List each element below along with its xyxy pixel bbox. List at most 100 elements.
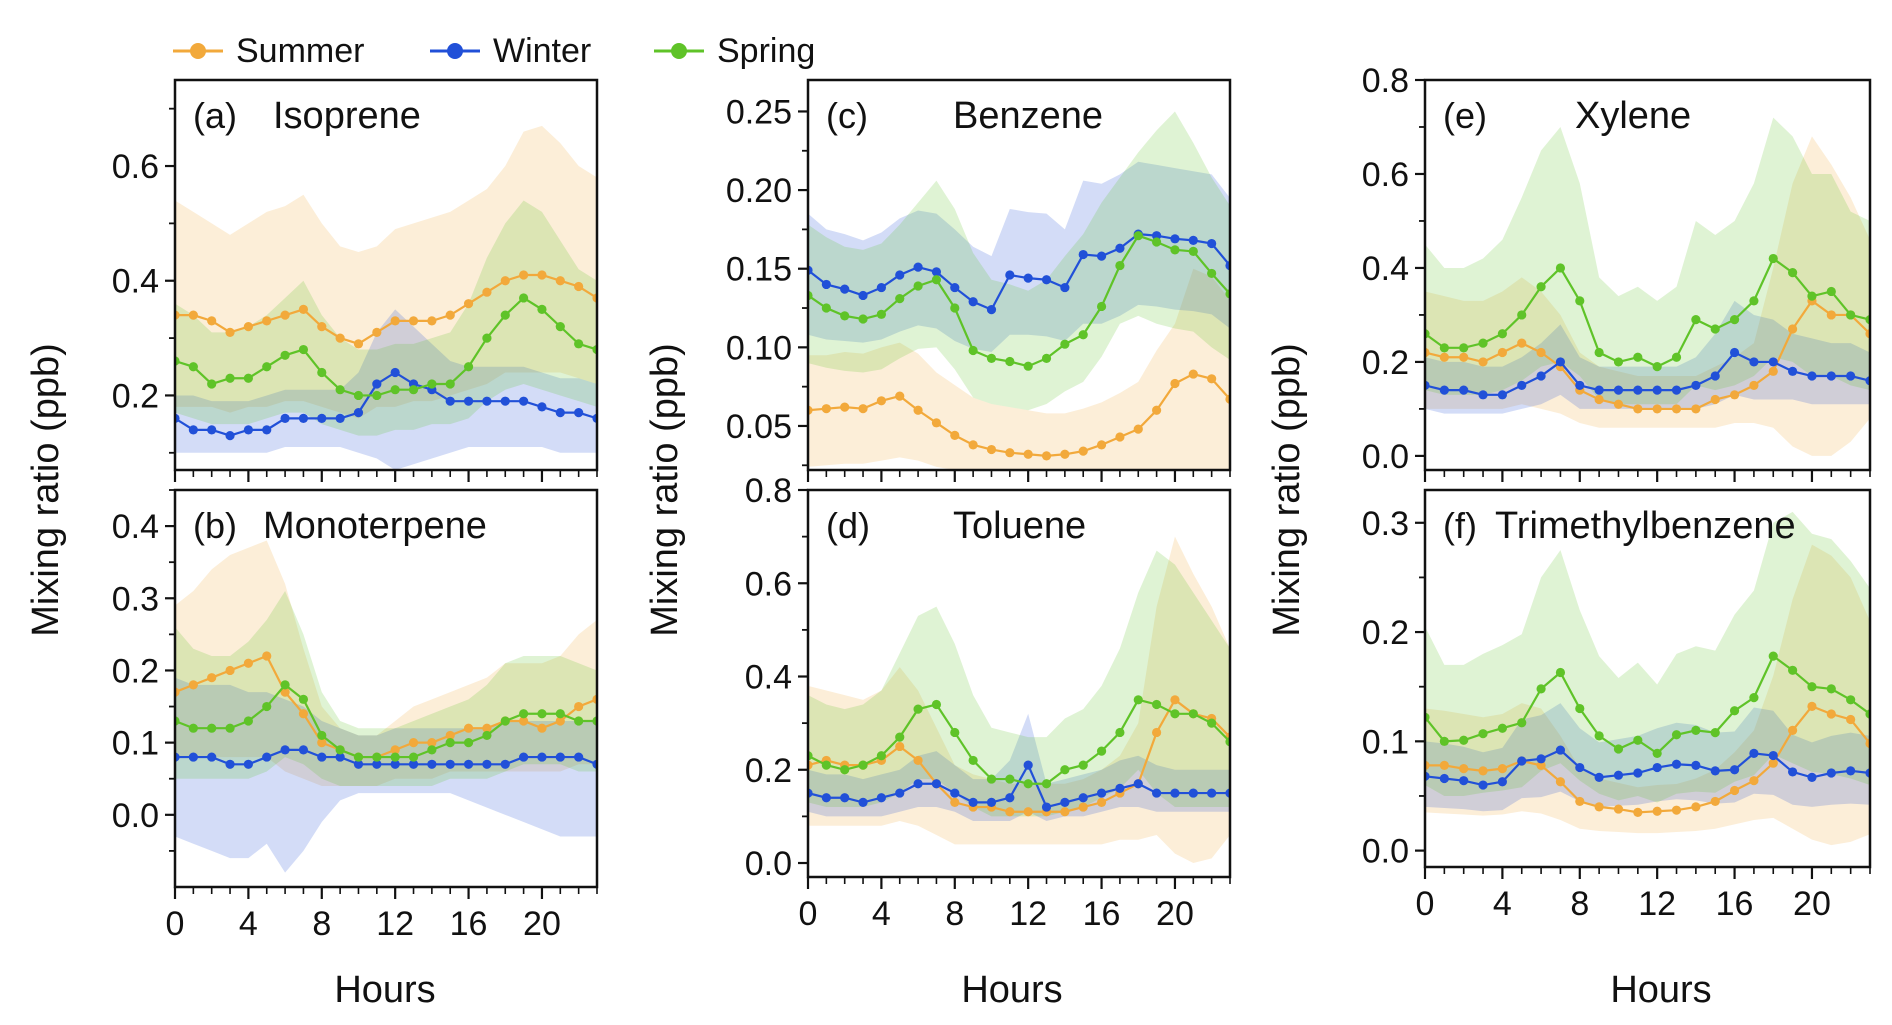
data-point-summer	[1846, 714, 1856, 725]
data-point-summer	[574, 281, 584, 292]
y-axis-label-col2: Mixing ratio (ppb)	[644, 343, 686, 637]
data-point-winter	[298, 413, 309, 423]
data-point-spring	[1729, 706, 1740, 716]
data-point-summer	[445, 730, 455, 741]
data-point-winter	[895, 270, 905, 280]
data-point-winter	[986, 304, 997, 315]
data-point-winter	[858, 290, 868, 301]
data-point-summer	[519, 716, 529, 726]
x-tick-label: 16	[450, 905, 488, 943]
x-tick-label: 4	[1493, 885, 1512, 923]
data-point-summer	[1788, 324, 1798, 334]
data-point-summer	[207, 316, 217, 326]
data-point-summer	[895, 741, 905, 752]
data-point-spring	[1788, 665, 1798, 675]
data-point-summer	[986, 444, 997, 455]
panel-letter: (c)	[826, 95, 868, 136]
legend-label: Summer	[236, 32, 364, 70]
data-point-winter	[1633, 768, 1643, 778]
data-point-spring	[1633, 352, 1643, 362]
data-point-winter	[1846, 766, 1856, 776]
data-point-summer	[482, 723, 492, 733]
data-point-spring	[353, 752, 364, 762]
data-point-spring	[445, 738, 455, 748]
data-point-spring	[913, 704, 923, 714]
data-point-spring	[1555, 263, 1566, 273]
data-point-spring	[390, 385, 400, 395]
data-point-summer	[876, 396, 886, 406]
y-tick-label: 0.05	[726, 408, 792, 446]
data-point-spring	[537, 709, 547, 719]
y-tick-label: 0.3	[112, 580, 159, 618]
data-point-winter	[821, 279, 831, 290]
data-point-spring	[1710, 324, 1720, 334]
data-point-winter	[555, 408, 565, 418]
data-point-summer	[1671, 805, 1682, 815]
data-point-summer	[1041, 451, 1052, 461]
data-point-spring	[188, 362, 198, 372]
data-point-summer	[1671, 404, 1682, 414]
data-point-winter	[1188, 235, 1198, 246]
panel-title: Isoprene	[273, 95, 421, 137]
data-point-summer	[243, 322, 253, 332]
data-point-winter	[1207, 788, 1217, 798]
x-tick-label: 0	[166, 905, 185, 943]
data-point-summer	[895, 391, 905, 401]
data-point-summer	[298, 304, 309, 315]
data-point-winter	[500, 396, 510, 406]
data-point-spring	[1788, 268, 1798, 278]
data-point-spring	[1207, 718, 1217, 728]
data-point-winter	[1517, 380, 1527, 391]
data-point-spring	[1652, 748, 1662, 758]
data-point-summer	[463, 299, 474, 309]
data-point-winter	[445, 759, 455, 769]
data-point-summer	[482, 287, 492, 297]
data-point-winter	[390, 367, 400, 378]
data-point-winter	[1115, 783, 1125, 794]
data-point-summer	[317, 322, 327, 332]
data-point-summer	[1594, 394, 1604, 405]
data-point-winter	[335, 413, 345, 423]
panel-trimethylbenzene: 0.0 0.1 0.2 0.3 0 4 8 12 16 20 (f) Trimethylbenzene	[1362, 488, 1872, 923]
data-point-summer	[1826, 310, 1836, 320]
data-point-spring	[1005, 774, 1015, 784]
data-point-spring	[1555, 667, 1566, 678]
data-point-summer	[1005, 448, 1015, 458]
data-point-spring	[1749, 693, 1759, 703]
data-point-spring	[427, 745, 437, 755]
data-point-spring	[895, 293, 905, 304]
data-point-winter	[1041, 275, 1052, 285]
data-point-spring	[1170, 245, 1180, 255]
data-point-spring	[1536, 282, 1546, 292]
data-point-spring	[243, 373, 253, 383]
data-point-summer	[1807, 701, 1817, 711]
data-point-winter	[335, 752, 345, 762]
data-point-spring	[445, 379, 455, 389]
data-point-spring	[1459, 343, 1469, 353]
data-point-summer	[1555, 777, 1566, 787]
data-point-spring	[463, 738, 474, 748]
data-point-winter	[1459, 385, 1469, 395]
data-point-winter	[1497, 777, 1507, 787]
range-band-summer	[175, 125, 597, 419]
data-point-spring	[1575, 703, 1585, 714]
data-point-summer	[243, 658, 253, 668]
legend-item-summer: Summer	[173, 32, 364, 70]
data-point-spring	[1826, 286, 1836, 297]
data-point-spring	[1115, 727, 1125, 738]
data-point-spring	[968, 755, 978, 766]
data-point-summer	[1133, 424, 1143, 434]
panel-toluene: 0.0 0.2 0.4 0.6 0.8 0 4 8 12 16 20 (d) Toluene	[745, 472, 1232, 933]
data-point-spring	[1749, 296, 1759, 306]
data-point-spring	[840, 765, 850, 775]
plot-area	[175, 540, 597, 873]
data-point-summer	[840, 402, 850, 412]
data-point-summer	[574, 701, 584, 712]
x-tick-label: 4	[872, 895, 891, 933]
data-point-summer	[931, 418, 942, 428]
plot-frame	[173, 78, 599, 472]
legend-label: Spring	[717, 32, 815, 70]
data-point-spring	[1691, 725, 1701, 736]
data-point-summer	[445, 310, 455, 320]
data-point-spring	[574, 716, 584, 726]
